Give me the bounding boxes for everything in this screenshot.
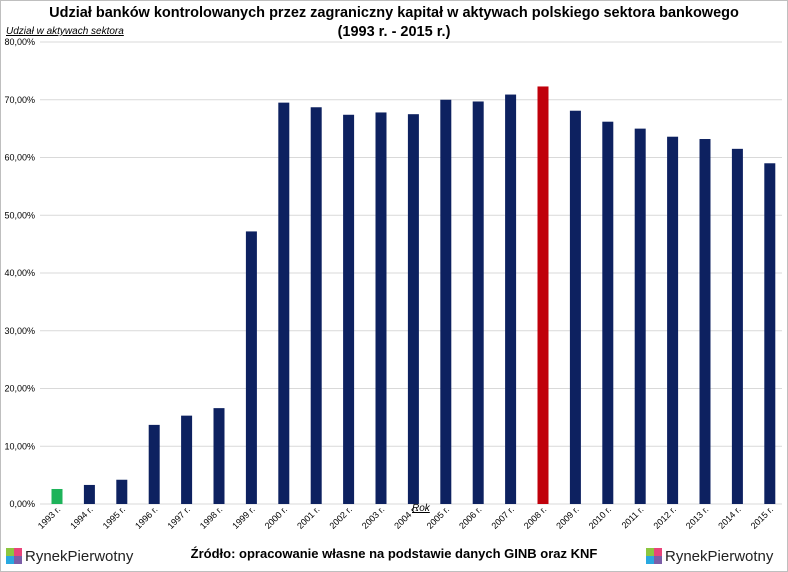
chart-title: Udział banków kontrolowanych przez zagra…	[0, 4, 788, 42]
x-tick-label: 1993 r.	[36, 504, 63, 531]
y-tick-label: 60,00%	[4, 153, 35, 163]
bar-2000r	[278, 102, 290, 504]
y-tick-label: 0,00%	[9, 499, 35, 509]
logo-text: RynekPierwotny	[665, 547, 774, 565]
source-note: Źródło: opracowanie własne na podstawie …	[190, 546, 598, 561]
chart-title-line-2: (1993 r. - 2015 r.)	[337, 24, 451, 40]
x-tick-label: 1998 r.	[198, 504, 225, 531]
x-tick-label: 1995 r.	[101, 504, 128, 531]
bar-1996r	[148, 424, 160, 504]
x-tick-label: 1994 r.	[68, 504, 95, 531]
x-tick-label: 1996 r.	[133, 504, 160, 531]
x-tick-label: 2012 r.	[651, 504, 678, 531]
x-tick-label: 2003 r.	[360, 504, 387, 531]
y-tick-label: 10,00%	[4, 441, 35, 451]
bar-2007r	[505, 94, 517, 505]
bar-2001r	[310, 107, 322, 504]
chart-title-line-1: Udział banków kontrolowanych przez zagra…	[49, 5, 739, 21]
y-tick-label: 80,00%	[4, 37, 35, 47]
bars	[51, 86, 776, 505]
logo-left: RynekPierwotny	[6, 546, 133, 566]
x-tick-label: 2001 r.	[295, 504, 322, 531]
bar-2011r	[634, 128, 646, 504]
x-tick-label: 2006 r.	[457, 504, 484, 531]
x-tick-label: 2013 r.	[684, 504, 711, 531]
x-tick-label: 1999 r.	[230, 504, 257, 531]
bar-2009r	[569, 110, 581, 504]
x-axis-label: Rok	[412, 503, 430, 514]
bar-2015r	[764, 163, 776, 504]
y-tick-label: 70,00%	[4, 95, 35, 105]
x-tick-label: 2015 r.	[749, 504, 776, 531]
x-tick-label: 2000 r.	[263, 504, 290, 531]
y-tick-label: 40,00%	[4, 268, 35, 278]
y-tick-label: 20,00%	[4, 384, 35, 394]
bar-1993r	[51, 488, 63, 504]
bar-1994r	[83, 484, 95, 504]
x-tick-label: 1997 r.	[165, 504, 192, 531]
logo-right: RynekPierwotny	[646, 546, 773, 566]
x-tick-label: 2014 r.	[716, 504, 743, 531]
x-tick-label: 2002 r.	[327, 504, 354, 531]
bar-2006r	[472, 101, 484, 505]
bar-1999r	[245, 231, 257, 505]
x-tick-label: 2010 r.	[587, 504, 614, 531]
bar-2002r	[343, 114, 355, 504]
bar-2013r	[699, 139, 711, 504]
x-tick-label: 2009 r.	[554, 504, 581, 531]
y-tick-label: 30,00%	[4, 326, 35, 336]
logo-text: RynekPierwotny	[25, 547, 134, 565]
y-tick-label: 50,00%	[4, 210, 35, 220]
bar-1995r	[116, 479, 128, 504]
y-axis-label: Udział w aktywach sektora	[6, 26, 124, 37]
bar-1997r	[181, 415, 193, 504]
x-tick-label: 2011 r.	[620, 504, 646, 530]
bar-2012r	[667, 136, 679, 504]
bar-1998r	[213, 408, 225, 504]
logo-mark-icon	[646, 548, 662, 564]
y-tick-labels: 0,00% 10,00% 20,00% 30,00% 40,00% 50,00% 60,00…	[4, 37, 35, 509]
x-tick-label: 2008 r.	[522, 504, 549, 531]
bar-2004r	[407, 114, 419, 504]
x-tick-labels: 1993 r. 1994 r. 1995 r. 1996 r. 1997 r. 1998 …	[36, 504, 775, 531]
bar-2005r	[440, 99, 452, 504]
bar-2014r	[731, 148, 743, 504]
logo-mark-icon	[6, 548, 22, 564]
bar-2003r	[375, 112, 387, 504]
bar-2010r	[602, 121, 614, 504]
bar-2008r	[537, 86, 549, 504]
x-tick-label: 2007 r.	[489, 504, 516, 531]
